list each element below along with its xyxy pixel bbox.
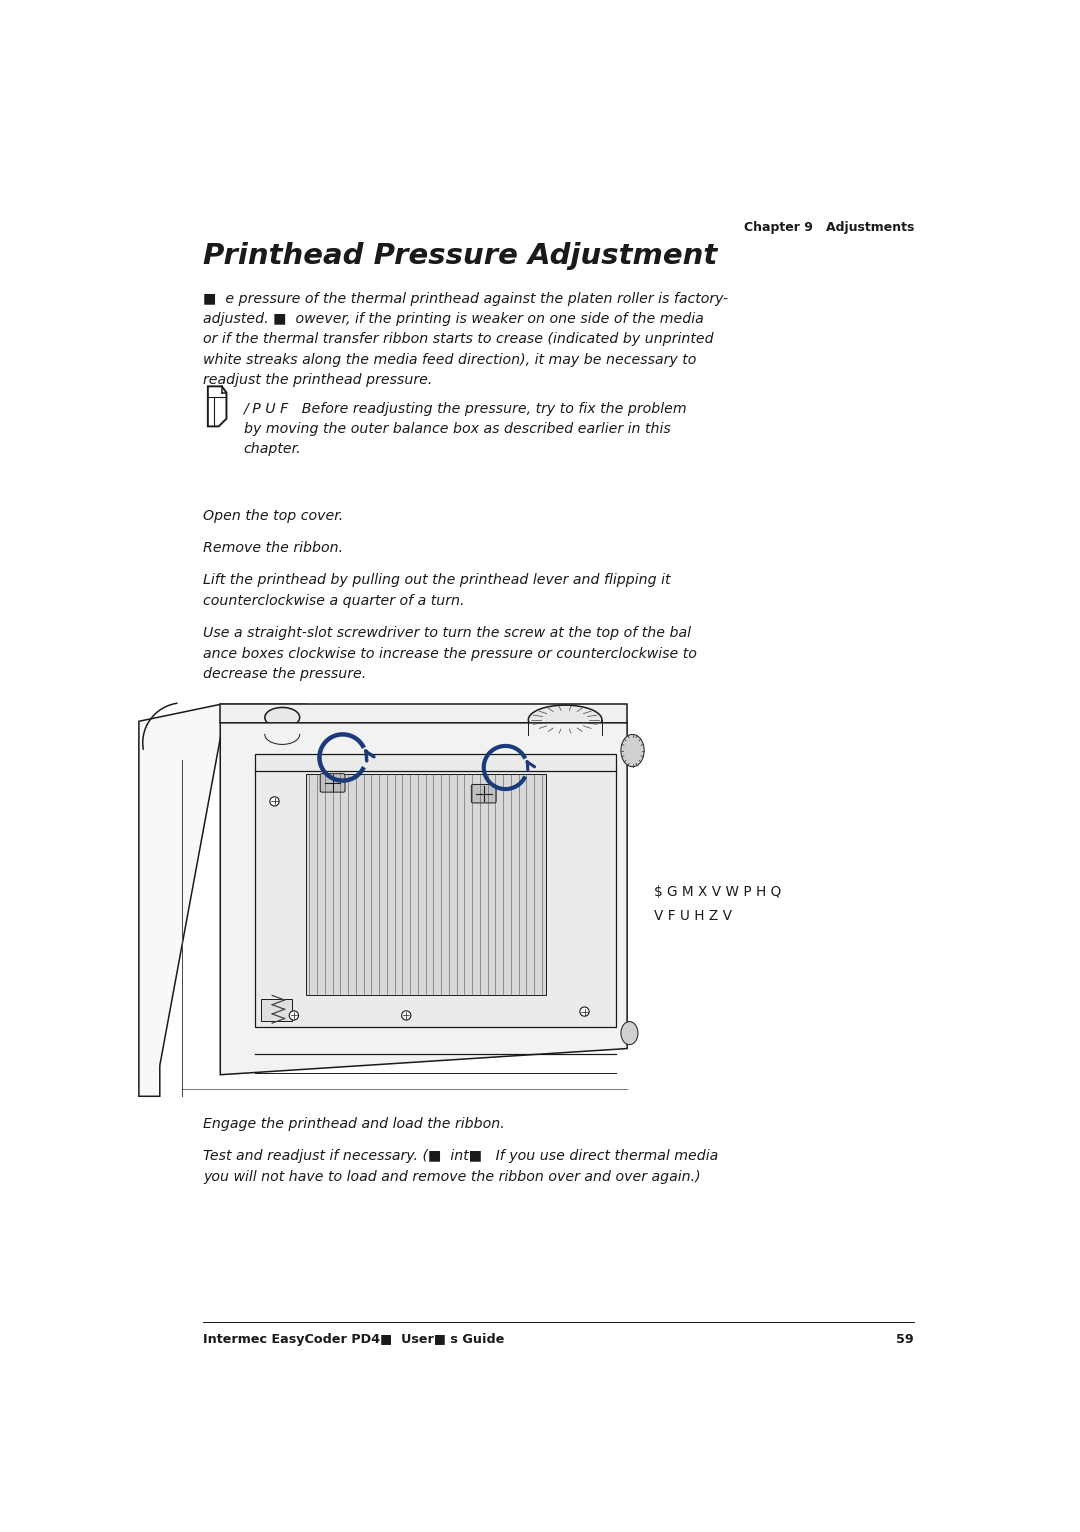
Text: Lift the printhead by pulling out the printhead lever and flipping it: Lift the printhead by pulling out the pr… <box>203 573 671 587</box>
Text: Chapter 9   Adjustments: Chapter 9 Adjustments <box>743 221 914 234</box>
Ellipse shape <box>621 1022 638 1045</box>
Polygon shape <box>139 705 306 1097</box>
Polygon shape <box>306 775 545 994</box>
Text: Engage the printhead and load the ribbon.: Engage the printhead and load the ribbon… <box>203 1117 505 1131</box>
Text: $ G M X V W P H Q: $ G M X V W P H Q <box>654 884 782 899</box>
Text: Test and readjust if necessary. (■  int■   If you use direct thermal media: Test and readjust if necessary. (■ int■ … <box>203 1149 718 1163</box>
Polygon shape <box>255 754 616 1026</box>
Text: 59: 59 <box>896 1333 914 1345</box>
Text: readjust the printhead pressure.: readjust the printhead pressure. <box>203 374 433 388</box>
Text: ance boxes clockwise to increase the pressure or counterclockwise to: ance boxes clockwise to increase the pre… <box>203 647 697 660</box>
Text: ■  e pressure of the thermal printhead against the platen roller is factory-: ■ e pressure of the thermal printhead ag… <box>203 291 728 306</box>
Text: or if the thermal transfer ribbon starts to crease (indicated by unprinted: or if the thermal transfer ribbon starts… <box>203 332 714 346</box>
Text: V F U H Z V: V F U H Z V <box>654 908 732 924</box>
Text: Use a straight-slot screwdriver to turn the screw at the top of the bal: Use a straight-slot screwdriver to turn … <box>203 627 691 640</box>
Ellipse shape <box>265 708 299 728</box>
Text: Remove the ribbon.: Remove the ribbon. <box>203 541 343 555</box>
Polygon shape <box>220 723 627 1075</box>
Text: Intermec EasyCoder PD4■  User■ s Guide: Intermec EasyCoder PD4■ User■ s Guide <box>203 1333 504 1345</box>
Circle shape <box>270 797 279 806</box>
Circle shape <box>580 1007 590 1016</box>
Circle shape <box>289 1011 298 1020</box>
Text: / P U F   Before readjusting the pressure, try to fix the problem: / P U F Before readjusting the pressure,… <box>243 401 687 415</box>
Text: white streaks along the media feed direction), it may be necessary to: white streaks along the media feed direc… <box>203 352 697 366</box>
FancyBboxPatch shape <box>471 784 496 803</box>
Text: Printhead Pressure Adjustment: Printhead Pressure Adjustment <box>203 242 717 270</box>
Text: by moving the outer balance box as described earlier in this: by moving the outer balance box as descr… <box>243 421 671 435</box>
Text: Open the top cover.: Open the top cover. <box>203 509 343 522</box>
Ellipse shape <box>528 705 602 734</box>
Polygon shape <box>220 705 627 723</box>
Ellipse shape <box>621 734 644 766</box>
Text: adjusted. ■  owever, if the printing is weaker on one side of the media: adjusted. ■ owever, if the printing is w… <box>203 313 704 326</box>
Text: decrease the pressure.: decrease the pressure. <box>203 666 366 682</box>
Text: counterclockwise a quarter of a turn.: counterclockwise a quarter of a turn. <box>203 594 464 608</box>
Text: chapter.: chapter. <box>243 441 301 457</box>
FancyBboxPatch shape <box>321 774 345 792</box>
Circle shape <box>402 1011 410 1020</box>
Text: you will not have to load and remove the ribbon over and over again.): you will not have to load and remove the… <box>203 1170 701 1184</box>
Bar <box>260 999 292 1020</box>
